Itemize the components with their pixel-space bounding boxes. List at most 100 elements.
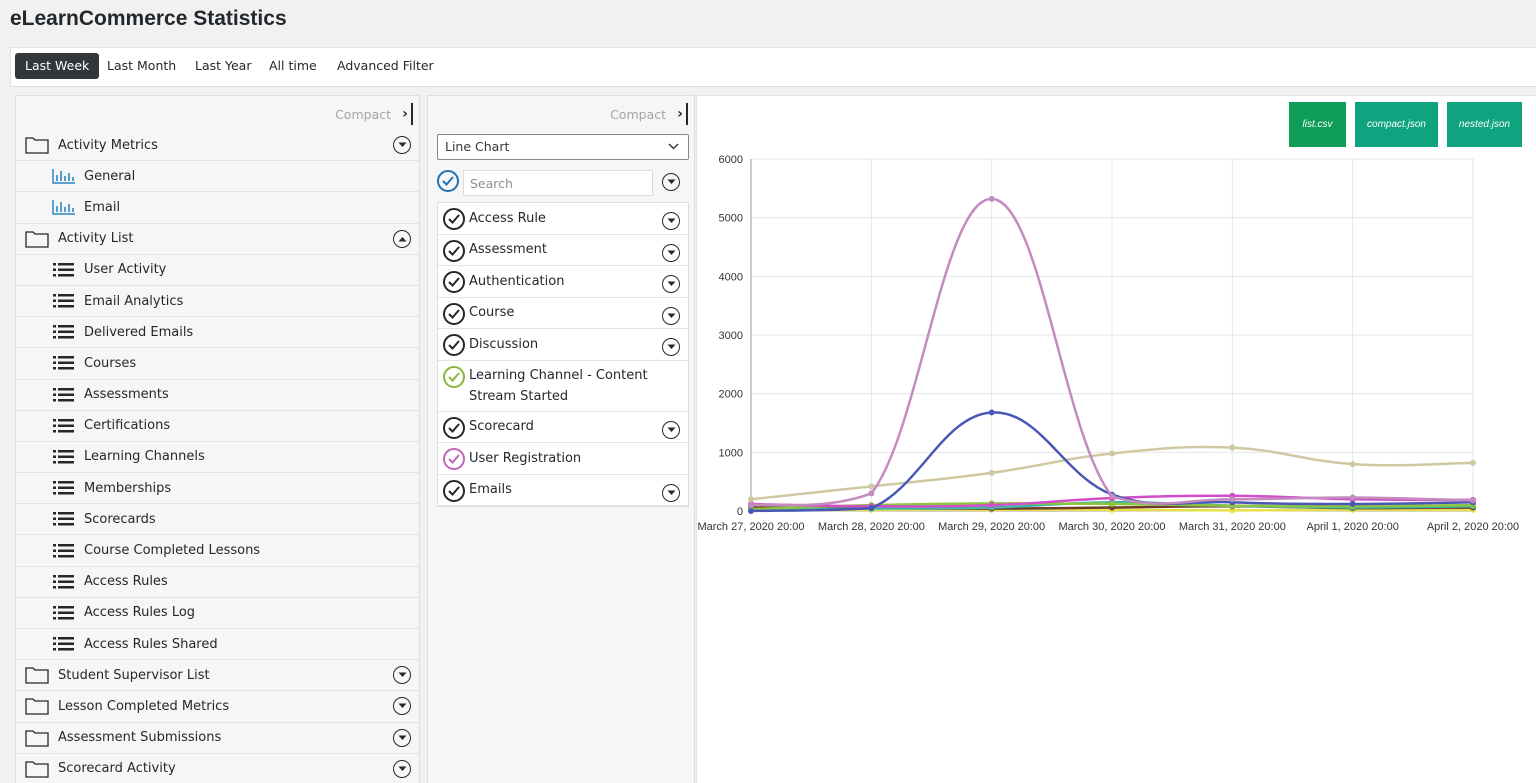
sidebar-item-label: Scorecards — [84, 511, 156, 527]
search-input[interactable] — [463, 170, 653, 196]
folder-icon — [25, 697, 49, 716]
data-point — [1349, 494, 1356, 501]
tab-last-year[interactable]: Last Year — [195, 58, 252, 73]
list-icon — [52, 387, 76, 403]
expand-toggle-icon[interactable] — [662, 420, 680, 439]
sidebar-item-user-activity[interactable]: User Activity — [16, 255, 419, 286]
data-point — [988, 409, 995, 416]
filter-item-course[interactable]: Course — [438, 298, 688, 329]
tab-last-week[interactable]: Last Week — [15, 53, 100, 79]
expand-toggle-icon[interactable] — [662, 212, 680, 230]
checked-circle-icon[interactable] — [443, 416, 465, 439]
filter-item-access-rule[interactable]: Access Rule — [438, 203, 688, 235]
filter-item-label: Access Rule — [469, 210, 546, 226]
collapse-chevron-icon[interactable]: › — [399, 103, 413, 125]
sidebar-item-access-rules-log[interactable]: Access Rules Log — [16, 598, 419, 629]
expand-toggle-icon[interactable] — [393, 759, 411, 778]
filter-item-learning-channel-content-stream-started[interactable]: Learning Channel - Content Stream Starte… — [438, 361, 688, 412]
folder-icon — [25, 760, 49, 778]
expand-toggle-icon[interactable] — [662, 338, 680, 356]
collapse-toggle-icon[interactable] — [393, 229, 411, 248]
download-list-csv-button[interactable]: list.csv — [1289, 102, 1346, 147]
folder-icon — [25, 729, 49, 747]
filter-item-assessment[interactable]: Assessment — [438, 235, 688, 266]
data-point — [1349, 500, 1356, 507]
checked-circle-icon[interactable] — [443, 448, 465, 470]
expand-toggle-icon[interactable] — [662, 275, 680, 293]
chart-type-select[interactable]: Line Chart — [437, 134, 689, 160]
sidebar-item-access-rules-shared[interactable]: Access Rules Shared — [16, 629, 419, 661]
expand-all-toggle-icon[interactable] — [662, 173, 680, 191]
checked-circle-icon[interactable] — [443, 208, 465, 230]
tab-all-time[interactable]: All time — [269, 58, 317, 73]
sidebar-group-activity-list[interactable]: Activity List — [16, 224, 419, 255]
sidebar-item-label: Delivered Emails — [84, 324, 194, 340]
sidebar-item-scorecards[interactable]: Scorecards — [16, 504, 419, 536]
sidebar-item-label: Access Rules Log — [84, 605, 196, 621]
sidebar-item-courses[interactable]: Courses — [16, 348, 419, 380]
report-tree: Activity Metrics General Email Activity Lis… — [16, 130, 419, 783]
list-icon — [52, 293, 76, 309]
sidebar-item-label: Certifications — [84, 418, 171, 434]
sidebar-item-course-completed-lessons[interactable]: Course Completed Lessons — [16, 535, 419, 567]
sidebar-item-general[interactable]: General — [16, 161, 419, 193]
filter-item-emails[interactable]: Emails — [438, 475, 688, 506]
data-point — [1109, 500, 1115, 507]
expand-toggle-icon[interactable] — [662, 243, 680, 262]
sidebar-item-label: Lesson Completed Metrics — [58, 698, 230, 714]
download-nested-json-button[interactable]: nested.json — [1447, 102, 1522, 147]
bar-chart-icon — [52, 168, 76, 185]
filter-item-discussion[interactable]: Discussion — [438, 329, 688, 361]
sidebar-item-learning-channels[interactable]: Learning Channels — [16, 442, 419, 474]
sidebar-item-certifications[interactable]: Certifications — [16, 411, 419, 442]
sidebar-item-label: Email Analytics — [84, 293, 184, 309]
sidebar-item-access-rules[interactable]: Access Rules — [16, 567, 419, 598]
expand-toggle-icon[interactable] — [662, 483, 680, 502]
sidebar-item-label: Assessment Submissions — [58, 730, 222, 746]
sidebar-group-lesson-completed-metrics[interactable]: Lesson Completed Metrics — [16, 691, 419, 723]
checked-circle-icon[interactable] — [443, 302, 465, 325]
sidebar-item-assessments[interactable]: Assessments — [16, 380, 419, 411]
data-point — [1109, 493, 1115, 500]
checked-circle-icon[interactable] — [443, 479, 465, 502]
x-tick-label: March 27, 2020 20:00 — [697, 521, 804, 533]
checked-circle-icon[interactable] — [443, 365, 465, 388]
sidebar-group-activity-metrics[interactable]: Activity Metrics — [16, 130, 419, 162]
select-all-checkbox-icon[interactable] — [437, 170, 459, 192]
report-sidebar: Compact › Activity Metrics General Email Ac… — [15, 95, 420, 783]
y-tick-label: 6000 — [719, 154, 743, 166]
list-icon — [52, 543, 76, 559]
list-icon — [52, 355, 76, 371]
filter-item-user-registration[interactable]: User Registration — [438, 443, 688, 475]
filter-item-label: Discussion — [469, 336, 539, 352]
chart-panel: list.csv compact.json nested.json 0 1000 2… — [696, 95, 1536, 783]
filter-item-scorecard[interactable]: Scorecard — [438, 412, 688, 443]
folder-icon — [25, 666, 49, 684]
checked-circle-icon[interactable] — [443, 271, 465, 293]
expand-toggle-icon[interactable] — [662, 306, 680, 325]
sidebar-group-scorecard-activity[interactable]: Scorecard Activity — [16, 754, 419, 783]
expand-toggle-icon[interactable] — [393, 666, 411, 685]
sidebar-item-delivered-emails[interactable]: Delivered Emails — [16, 317, 419, 349]
list-icon — [52, 262, 76, 278]
sidebar-item-email[interactable]: Email — [16, 192, 419, 224]
expand-toggle-icon[interactable] — [393, 728, 411, 747]
filter-item-authentication[interactable]: Authentication — [438, 266, 688, 298]
sidebar-item-memberships[interactable]: Memberships — [16, 473, 419, 505]
collapse-chevron-icon[interactable]: › — [674, 103, 688, 125]
download-compact-json-button[interactable]: compact.json — [1355, 102, 1438, 147]
tab-advanced-filter[interactable]: Advanced Filter — [337, 58, 434, 73]
checked-circle-icon[interactable] — [443, 334, 465, 356]
checked-circle-icon[interactable] — [443, 239, 465, 262]
list-icon — [52, 418, 76, 434]
sidebar-group-student-supervisor-list[interactable]: Student Supervisor List — [16, 660, 419, 692]
sidebar-group-assessment-submissions[interactable]: Assessment Submissions — [16, 723, 419, 754]
data-point — [988, 502, 995, 509]
expand-toggle-icon[interactable] — [393, 136, 411, 155]
date-range-tabs: Last Week Last Month Last Year All time … — [10, 47, 1536, 87]
sidebar-item-label: User Activity — [84, 262, 167, 278]
expand-toggle-icon[interactable] — [393, 697, 411, 716]
data-point — [1470, 459, 1476, 466]
sidebar-item-email-analytics[interactable]: Email Analytics — [16, 286, 419, 318]
tab-last-month[interactable]: Last Month — [107, 58, 177, 73]
